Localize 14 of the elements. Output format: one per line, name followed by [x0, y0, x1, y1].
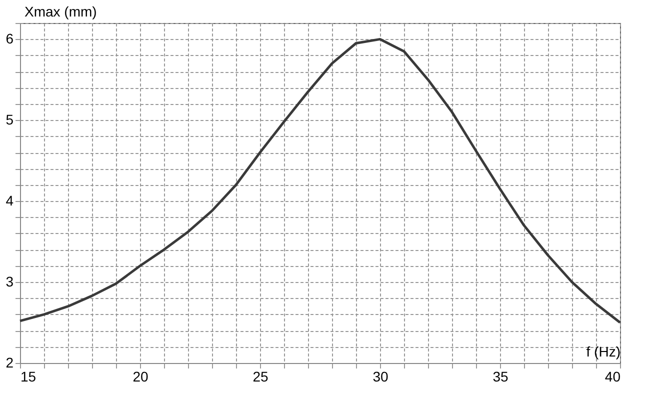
y-tick-label: 2 [6, 354, 14, 370]
x-tick-label: 40 [604, 368, 621, 384]
x-axis-title: f (Hz) [586, 344, 620, 360]
x-tick-label: 35 [492, 368, 508, 384]
y-tick-label: 6 [6, 30, 14, 47]
x-tick-label: 25 [252, 368, 268, 384]
line-series [18, 38, 622, 324]
y-axis-title: Xmax (mm) [24, 4, 97, 20]
x-tick-label: 15 [20, 368, 36, 384]
x-tick-label: 30 [372, 368, 388, 384]
y-tick-label: 5 [6, 112, 14, 128]
y-tick-label: 4 [6, 192, 14, 209]
y-tick-label: 3 [6, 274, 14, 290]
x-tick-label: 20 [132, 368, 148, 384]
